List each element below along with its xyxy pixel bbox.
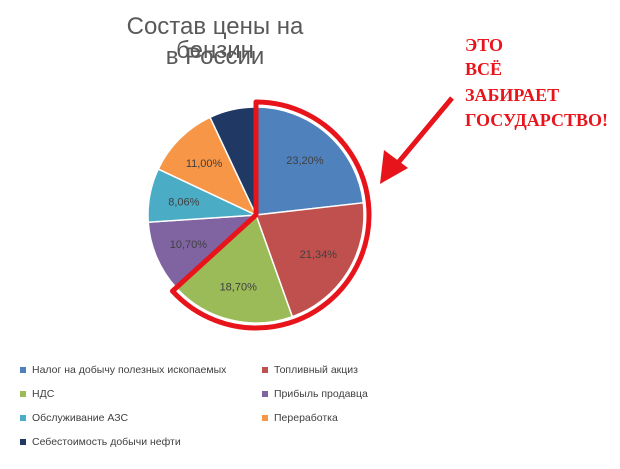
- legend-swatch: [20, 391, 26, 397]
- legend-swatch: [20, 367, 26, 373]
- pie-value-label-2: 21,34%: [300, 249, 338, 261]
- legend-item: Обслуживание АЗС: [20, 412, 128, 424]
- legend-label: НДС: [32, 388, 55, 400]
- legend-item: Налог на добычу полезных ископаемых: [20, 364, 226, 376]
- pie-slice-3: [175, 213, 294, 324]
- pie-value-label-1: 23,20%: [286, 155, 324, 167]
- pie-slice-1: [255, 106, 365, 216]
- annotation-line-2: ВСЁ: [465, 59, 503, 79]
- pie-value-label-5: 8,06%: [168, 196, 199, 208]
- legend-swatch: [20, 439, 26, 445]
- pie-value-label-6: 11,00%: [186, 158, 223, 170]
- arrow-head: [380, 150, 408, 184]
- legend-label: Переработка: [274, 412, 338, 424]
- legend-item: Переработка: [262, 412, 338, 424]
- annotation-line-3: ЗАБИРАЕТ: [465, 85, 560, 105]
- legend-swatch: [262, 367, 268, 373]
- legend-item: НДС: [20, 388, 54, 400]
- chart-legend: Налог на добычу полезных ископаемых Топли…: [20, 364, 420, 464]
- legend-item: Топливный акциз: [262, 364, 358, 376]
- legend-swatch: [20, 415, 26, 421]
- pie-value-label-3: 18,70%: [220, 281, 258, 293]
- legend-label: Прибыль продавца: [274, 388, 368, 400]
- legend-label: Обслуживание АЗС: [32, 412, 129, 424]
- annotation-line-1: ЭТО: [465, 35, 503, 55]
- arrow-shaft: [390, 96, 454, 172]
- pie-value-label-4: 10,70%: [170, 239, 208, 251]
- legend-item: Себестоимость добычи нефти: [20, 436, 181, 448]
- chart-title: Состав цены на бензин: [126, 13, 304, 64]
- legend-label: Себестоимость добычи нефти: [32, 436, 181, 448]
- pie-slice-6: [157, 116, 258, 217]
- legend-swatch: [262, 415, 268, 421]
- annotation-line-4: ГОСУДАРСТВО!: [465, 110, 608, 130]
- chart-title-line-2: в России: [165, 43, 265, 70]
- legend-swatch: [262, 391, 268, 397]
- legend-label: Налог на добычу полезных ископаемых: [32, 364, 227, 376]
- legend-label: Топливный акциз: [274, 364, 358, 376]
- legend-item: Прибыль продавца: [262, 388, 368, 400]
- highlight-outline: [169, 99, 372, 331]
- pie-slice-2: [254, 201, 365, 318]
